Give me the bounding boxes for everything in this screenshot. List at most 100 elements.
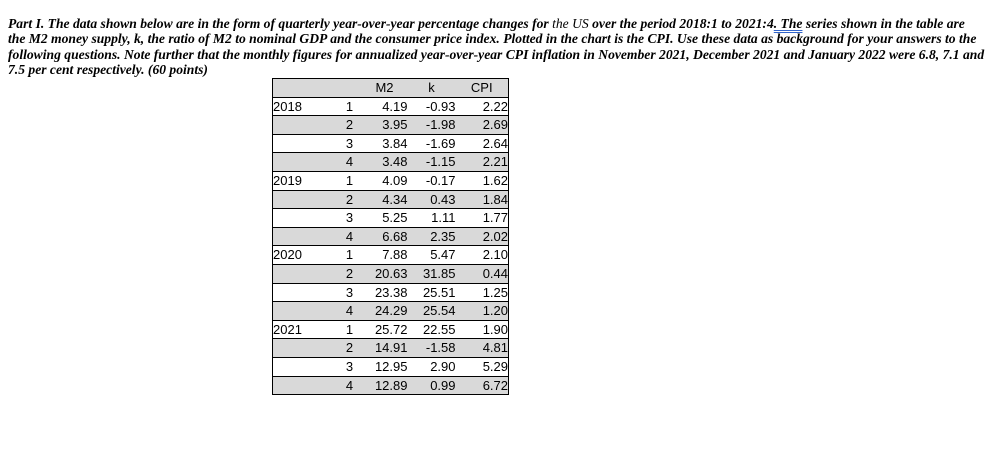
cell-cpi: 2.10	[455, 245, 509, 265]
cell-k: -1.98	[407, 115, 456, 135]
cell-quarter: 3	[337, 282, 362, 303]
table-row: 2021 1 25.72 22.55 1.90	[272, 319, 509, 340]
cell-m2: 7.88	[361, 245, 408, 265]
cell-quarter: 3	[337, 133, 362, 154]
cell-m2: 24.29	[361, 301, 408, 321]
cell-year	[272, 226, 338, 247]
cell-k: -1.69	[407, 133, 456, 154]
cell-k: 0.99	[407, 375, 456, 396]
cell-k: -0.17	[407, 170, 456, 191]
cell-cpi: 1.62	[455, 170, 509, 191]
us-text: the US	[552, 15, 589, 31]
table-row: 2 20.63 31.85 0.44	[272, 263, 509, 284]
table-row: 4 24.29 25.54 1.20	[272, 301, 509, 321]
cell-k: -0.93	[407, 96, 456, 117]
cell-m2: 14.91	[361, 338, 408, 358]
cell-year: 2019	[272, 170, 338, 191]
cell-cpi: 4.81	[455, 338, 509, 358]
cell-m2: 4.34	[361, 189, 408, 210]
cell-m2: 3.95	[361, 115, 408, 135]
part-label: Part I.	[8, 15, 45, 31]
cell-year	[272, 115, 338, 135]
cell-k: 1.11	[407, 208, 456, 228]
cell-quarter: 1	[337, 170, 362, 191]
table-row: 3 5.25 1.11 1.77	[272, 208, 509, 228]
cell-m2: 6.68	[361, 226, 408, 247]
cell-k: 31.85	[407, 263, 456, 284]
table-row: 3 3.84 -1.69 2.64	[272, 133, 509, 154]
cell-quarter: 3	[337, 356, 362, 377]
table-row: 4 3.48 -1.15 2.21	[272, 152, 509, 172]
cell-quarter: 4	[337, 152, 362, 172]
header-quarter	[337, 78, 362, 98]
question-text-rest: series shown in the table are the M2 mon…	[8, 15, 985, 78]
cell-quarter: 2	[337, 115, 362, 135]
cell-quarter: 4	[337, 226, 362, 247]
question-paragraph: Part I. The data shown below are in the …	[8, 16, 985, 78]
cell-m2: 20.63	[361, 263, 408, 284]
question-text-period: over the period 2018:1 to 2021:4	[588, 15, 774, 31]
cell-year	[272, 356, 338, 377]
cell-year	[272, 375, 338, 396]
cell-m2: 5.25	[361, 208, 408, 228]
header-year	[272, 78, 338, 98]
cell-k: 25.51	[407, 282, 456, 303]
cell-k: -1.15	[407, 152, 456, 172]
cell-year	[272, 282, 338, 303]
table-row: 3 12.95 2.90 5.29	[272, 356, 509, 377]
cell-quarter: 1	[337, 96, 362, 117]
cell-k: 25.54	[407, 301, 456, 321]
table-row: 2 14.91 -1.58 4.81	[272, 338, 509, 358]
cell-m2: 4.19	[361, 96, 408, 117]
table-row: 2 3.95 -1.98 2.69	[272, 115, 509, 135]
question-text-intro: The data shown below are in the form of …	[44, 15, 553, 31]
table-row: 2020 1 7.88 5.47 2.10	[272, 245, 509, 265]
table-row: 3 23.38 25.51 1.25	[272, 282, 509, 303]
cell-cpi: 6.72	[455, 375, 509, 396]
cell-quarter: 4	[337, 375, 362, 396]
cell-year: 2021	[272, 319, 338, 340]
table-row: 2018 1 4.19 -0.93 2.22	[272, 96, 509, 117]
table-header-row: M2 k CPI	[272, 78, 509, 98]
cell-cpi: 2.64	[455, 133, 509, 154]
cell-m2: 4.09	[361, 170, 408, 191]
cell-quarter: 2	[337, 263, 362, 284]
cell-cpi: 2.22	[455, 96, 509, 117]
cell-quarter: 2	[337, 189, 362, 210]
cell-k: -1.58	[407, 338, 456, 358]
table-row: 2019 1 4.09 -0.17 1.62	[272, 170, 509, 191]
cell-m2: 3.84	[361, 133, 408, 154]
cell-quarter: 1	[337, 319, 362, 340]
cell-cpi: 5.29	[455, 356, 509, 377]
table-header: M2 k CPI	[272, 78, 509, 98]
cell-k: 2.90	[407, 356, 456, 377]
header-m2: M2	[361, 78, 408, 98]
cell-year	[272, 338, 338, 358]
cell-quarter: 4	[337, 301, 362, 321]
cell-cpi: 1.84	[455, 189, 509, 210]
cell-k: 2.35	[407, 226, 456, 247]
cell-cpi: 1.20	[455, 301, 509, 321]
cell-cpi: 1.77	[455, 208, 509, 228]
cell-cpi: 0.44	[455, 263, 509, 284]
cell-cpi: 2.21	[455, 152, 509, 172]
cell-quarter: 3	[337, 208, 362, 228]
cell-m2: 12.95	[361, 356, 408, 377]
cell-cpi: 2.02	[455, 226, 509, 247]
header-cpi: CPI	[455, 78, 509, 98]
table-row: 4 12.89 0.99 6.72	[272, 375, 509, 396]
cell-m2: 25.72	[361, 319, 408, 340]
cell-k: 0.43	[407, 189, 456, 210]
table-row: 2 4.34 0.43 1.84	[272, 189, 509, 210]
cell-year	[272, 152, 338, 172]
cell-m2: 12.89	[361, 375, 408, 396]
cell-cpi: 1.90	[455, 319, 509, 340]
table-row: 4 6.68 2.35 2.02	[272, 226, 509, 247]
data-table: M2 k CPI 2018 1 4.19 -0.93 2.22 2 3.95 -1.98 2.6…	[272, 78, 509, 396]
grammar-underlined-text: . The	[773, 15, 803, 31]
cell-year: 2020	[272, 245, 338, 265]
cell-m2: 3.48	[361, 152, 408, 172]
cell-k: 22.55	[407, 319, 456, 340]
cell-k: 5.47	[407, 245, 456, 265]
data-table-container: M2 k CPI 2018 1 4.19 -0.93 2.22 2 3.95 -1.98 2.6…	[272, 78, 509, 396]
